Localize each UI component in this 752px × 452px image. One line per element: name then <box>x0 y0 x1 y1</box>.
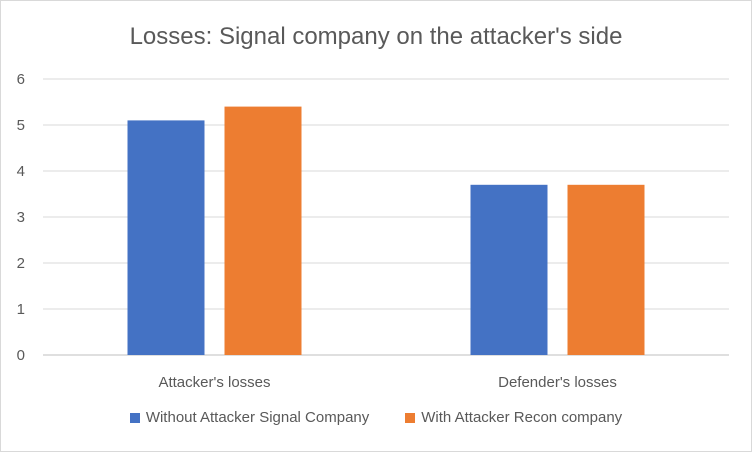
bar <box>224 106 302 355</box>
x-category-label: Attacker's losses <box>158 374 270 391</box>
y-tick-label: 6 <box>17 71 25 88</box>
y-tick-label: 4 <box>17 163 25 180</box>
legend-item-with-recon: With Attacker Recon company <box>405 409 622 426</box>
bar-chart: 0 1 2 3 4 5 6 Attacker's losses Defender's loss… <box>17 71 729 391</box>
y-tick-label: 2 <box>17 255 25 272</box>
legend-item-without-signal: Without Attacker Signal Company <box>129 409 370 426</box>
legend-swatch-orange <box>405 412 416 423</box>
y-tick-label: 3 <box>17 209 25 226</box>
bar <box>470 184 548 355</box>
y-tick-label: 5 <box>17 117 25 134</box>
bar <box>127 120 205 356</box>
legend-label: Without Attacker Signal Company <box>145 409 370 426</box>
y-tick-label: 0 <box>17 347 25 364</box>
legend: Without Attacker Signal Company With Att… <box>1 409 751 426</box>
chart-title: Losses: Signal company on the attacker's… <box>129 23 623 50</box>
bar <box>567 184 645 355</box>
x-category-label: Defender's losses <box>498 374 617 391</box>
y-tick-label: 1 <box>17 301 25 318</box>
legend-label: With Attacker Recon company <box>421 409 623 426</box>
legend-swatch-blue <box>129 412 140 423</box>
